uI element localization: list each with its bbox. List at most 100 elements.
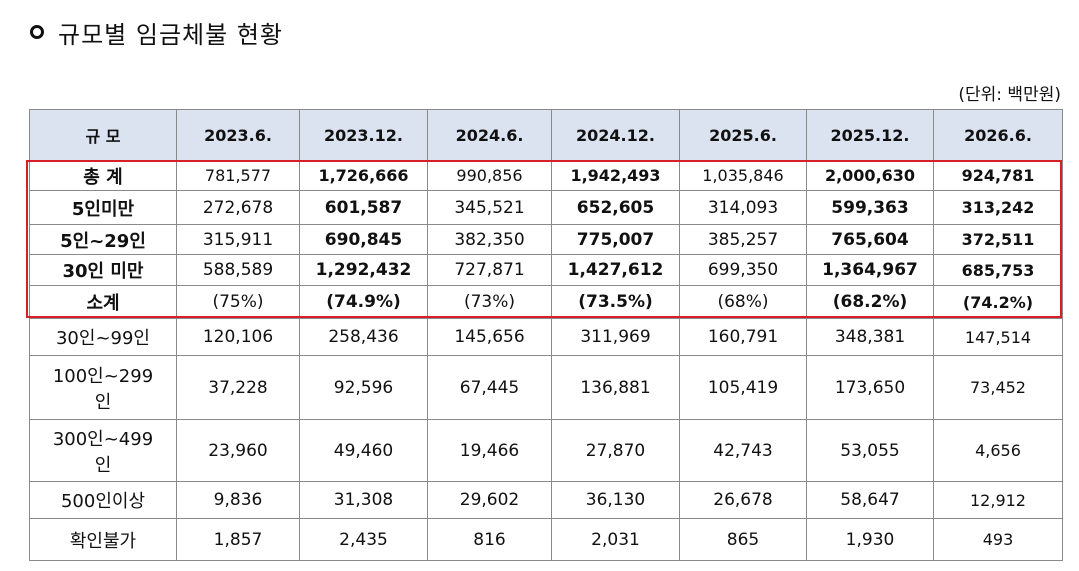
table-row: 5인미만 272,678 601,587 345,521 652,605 314… — [29, 190, 1063, 225]
table-cell: 865 — [679, 518, 807, 561]
table-cell: 699,350 — [679, 254, 807, 286]
share-cell: (68%) — [679, 285, 807, 319]
table-cell: 313,242 — [933, 190, 1063, 225]
table-cell: 1,930 — [806, 518, 934, 561]
table-cell: 147,514 — [933, 318, 1063, 356]
table-cell: 9,836 — [176, 481, 300, 519]
table-cell: 120,106 — [176, 318, 300, 356]
table-cell: 145,656 — [427, 318, 552, 356]
table-cell: 12,912 — [933, 481, 1063, 519]
row-label-line: 인 — [94, 391, 112, 413]
table-cell: 42,743 — [679, 419, 807, 482]
row-label: 5인미만 — [29, 190, 177, 225]
row-label-line: 100인~299 — [52, 365, 154, 387]
header-row: 규 모 2023.6. 2023.12. 2024.6. 2024.12. 20… — [29, 109, 1063, 161]
table-cell: 58,647 — [806, 481, 934, 519]
unit-label: (단위: 백만원) — [958, 85, 1061, 105]
table-cell: 1,427,612 — [551, 254, 680, 286]
table-row: 100인~299 인 37,228 92,596 67,445 136,881 … — [29, 355, 1063, 420]
table-cell: 49,460 — [299, 419, 428, 482]
table-row: 300인~499 인 23,960 49,460 19,466 27,870 4… — [29, 419, 1063, 482]
share-cell: (68.2%) — [806, 285, 934, 319]
share-cell: (75%) — [176, 285, 300, 319]
table-cell: 2,435 — [299, 518, 428, 561]
table-row-total: 총 계 781,577 1,726,666 990,856 1,942,493 … — [29, 160, 1063, 191]
table-cell: 1,292,432 — [299, 254, 428, 286]
table-cell: 36,130 — [551, 481, 680, 519]
table-cell: 4,656 — [933, 419, 1063, 482]
title-text: 규모별 임금체불 현황 — [58, 20, 283, 49]
section-title: 규모별 임금체불 현황 — [30, 14, 283, 50]
table-cell: 160,791 — [679, 318, 807, 356]
row-label: 30인~99인 — [29, 318, 177, 356]
table-cell: 348,381 — [806, 318, 934, 356]
row-label: 총 계 — [29, 160, 177, 191]
table-cell: 1,726,666 — [299, 160, 428, 191]
table-cell: 258,436 — [299, 318, 428, 356]
table-cell: 53,055 — [806, 419, 934, 482]
table-cell: 601,587 — [299, 190, 428, 225]
table-cell: 1,035,846 — [679, 160, 807, 191]
table-cell: 493 — [933, 518, 1063, 561]
table-row: 5인~29인 315,911 690,845 382,350 775,007 3… — [29, 224, 1063, 255]
table-cell: 372,511 — [933, 224, 1063, 255]
row-label: 확인불가 — [29, 518, 177, 561]
row-label: 500인이상 — [29, 481, 177, 519]
table-cell: 990,856 — [427, 160, 552, 191]
table-cell: 2,031 — [551, 518, 680, 561]
table-row: 500인이상 9,836 31,308 29,602 36,130 26,678… — [29, 481, 1063, 519]
table-cell: 345,521 — [427, 190, 552, 225]
header-scale: 규 모 — [29, 109, 177, 161]
row-label: 30인 미만 — [29, 254, 177, 286]
table-cell: 652,605 — [551, 190, 680, 225]
row-label-line: 인 — [94, 454, 112, 476]
table-cell: 19,466 — [427, 419, 552, 482]
table-cell: 1,364,967 — [806, 254, 934, 286]
table-cell: 315,911 — [176, 224, 300, 255]
table-cell: 26,678 — [679, 481, 807, 519]
table-cell: 314,093 — [679, 190, 807, 225]
wage-arrears-table: 규 모 2023.6. 2023.12. 2024.6. 2024.12. 20… — [29, 109, 1063, 561]
row-label: 5인~29인 — [29, 224, 177, 255]
table-cell: 272,678 — [176, 190, 300, 225]
share-cell: (73.5%) — [551, 285, 680, 319]
table-cell: 816 — [427, 518, 552, 561]
table-cell: 173,650 — [806, 355, 934, 420]
share-cell: (73%) — [427, 285, 552, 319]
table-cell: 67,445 — [427, 355, 552, 420]
table-cell: 1,942,493 — [551, 160, 680, 191]
row-label-line: 300인~499 — [52, 428, 154, 450]
table-cell: 1,857 — [176, 518, 300, 561]
table-cell: 23,960 — [176, 419, 300, 482]
table-cell: 727,871 — [427, 254, 552, 286]
table-cell: 690,845 — [299, 224, 428, 255]
header-period: 2023.12. — [299, 109, 428, 161]
table-row: 30인~99인 120,106 258,436 145,656 311,969 … — [29, 318, 1063, 356]
table-cell: 31,308 — [299, 481, 428, 519]
table-cell: 775,007 — [551, 224, 680, 255]
table-cell: 136,881 — [551, 355, 680, 420]
table-cell: 2,000,630 — [806, 160, 934, 191]
table-cell: 105,419 — [679, 355, 807, 420]
table-cell: 781,577 — [176, 160, 300, 191]
header-period: 2023.6. — [176, 109, 300, 161]
table-cell: 924,781 — [933, 160, 1063, 191]
header-period: 2024.12. — [551, 109, 680, 161]
table-cell: 27,870 — [551, 419, 680, 482]
table-row-subtotal: 30인 미만 588,589 1,292,432 727,871 1,427,6… — [29, 254, 1063, 286]
share-cell: (74.9%) — [299, 285, 428, 319]
table-cell: 685,753 — [933, 254, 1063, 286]
header-period: 2025.6. — [679, 109, 807, 161]
table-cell: 588,589 — [176, 254, 300, 286]
table-cell: 37,228 — [176, 355, 300, 420]
table-cell: 385,257 — [679, 224, 807, 255]
table-cell: 765,604 — [806, 224, 934, 255]
circle-bullet-icon — [30, 25, 44, 39]
table-cell: 599,363 — [806, 190, 934, 225]
table-cell: 92,596 — [299, 355, 428, 420]
table-cell: 29,602 — [427, 481, 552, 519]
table-row-subtotal-share: 소계 (75%) (74.9%) (73%) (73.5%) (68%) (68… — [29, 285, 1063, 319]
header-period: 2024.6. — [427, 109, 552, 161]
table-row: 확인불가 1,857 2,435 816 2,031 865 1,930 493 — [29, 518, 1063, 561]
header-period: 2026.6. — [933, 109, 1063, 161]
